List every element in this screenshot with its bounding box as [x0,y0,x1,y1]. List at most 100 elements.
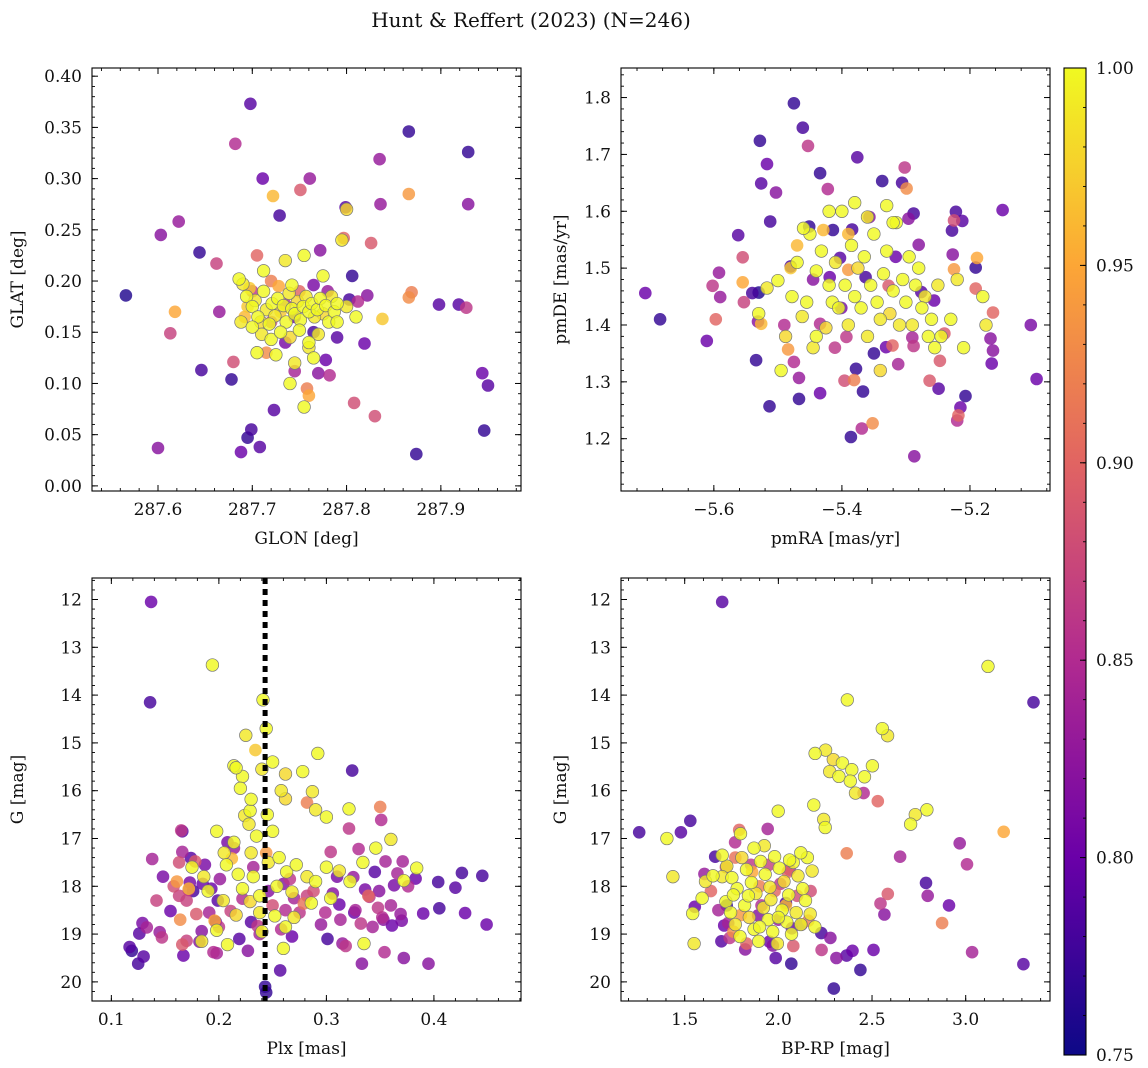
scatter-point [763,400,776,413]
scatter-point [229,761,243,775]
scatter-point [801,139,815,153]
scatter-point [374,813,388,827]
scatter-point [844,430,858,444]
scatter-point [921,889,934,903]
scatter-point [986,344,1000,357]
scatter-point [137,950,150,963]
scatter-point [311,746,325,761]
x-tick-label: −5.4 [821,500,862,520]
scatter-point [838,278,852,292]
scatter-point [787,939,800,953]
scatter-point [896,272,910,287]
colorbar-tick-label: 0.85 [1096,651,1134,671]
scatter-point [800,295,814,309]
scatter-point [774,363,788,378]
y-tick-label: 0.15 [44,323,82,343]
scatter-point [265,755,280,769]
scatter-point [921,329,935,344]
scatter-point [355,957,369,970]
y-tick-label: 19 [589,925,611,945]
scatter-point [886,284,900,298]
scatter-point [864,278,878,292]
scatter-point [666,870,680,884]
scatter-point [981,659,995,674]
scatter-point [265,824,280,838]
scatter-point [735,850,749,865]
scatter-point [794,846,808,860]
scatter-point [771,804,785,818]
x-tick-label: 0.1 [98,1010,125,1030]
panel-1: 287.6 287.7 287.8 287.9 0.00 0.05 0.10 0.15 0.20… [8,67,522,549]
scatter-point [347,396,361,410]
scatter-point [792,371,806,385]
scatter-point [818,820,832,835]
scatter-point [213,305,226,319]
scatter-point [781,343,795,356]
scatter-point [362,889,375,903]
scatter-point [803,907,817,921]
scatter-point [782,888,796,902]
scatter-point [739,862,754,877]
scatter-point [856,385,870,398]
scatter-point [915,301,929,315]
scatter-point [632,826,646,839]
y-tick-label: 0.05 [44,426,82,446]
scatter-point [273,325,288,339]
scatter-point [796,121,810,134]
scatter-point [155,931,169,944]
scatter-point [867,227,881,241]
scatter-point [195,934,209,948]
scatter-point [848,196,862,210]
scatter-point [283,376,297,391]
scatter-point [742,910,756,925]
y-tick-label: 15 [60,734,82,754]
scatter-point [232,272,246,286]
y-tick-label: 1.8 [584,89,611,109]
y-tick-label: 1.3 [584,373,611,393]
scatter-point [239,289,254,304]
scatter-point [866,417,879,430]
scatter-point [210,257,223,270]
scatter-point [402,291,416,304]
scatter-point [288,356,302,370]
axes-frame [620,577,1051,1002]
scatter-point [960,858,974,871]
scatter-point [931,278,945,292]
scatter-point [860,210,875,224]
scatter-point [342,802,356,816]
scatter-point [965,945,979,959]
scatter-point [182,882,196,895]
scatter-point [754,317,768,331]
scatter-point [736,276,749,289]
scatter-point [244,792,258,806]
scatter-point [874,897,887,910]
scatter-point [946,248,959,261]
scatter-point [342,822,356,835]
scatter-point [387,879,401,892]
scatter-point [950,272,964,287]
scatter-point [351,295,365,308]
scatter-point [840,847,853,860]
scatter-point [840,693,854,707]
scatter-point [712,266,726,280]
scatter-point [285,930,299,943]
scatter-point [180,894,193,907]
scatter-point [674,826,688,839]
scatter-point [976,289,990,304]
scatter-point [771,910,786,925]
scatter-point [376,312,389,326]
scatter-point [241,944,255,958]
scatter-point [285,885,299,899]
scatter-point [817,223,830,237]
scatter-point [832,301,846,315]
scatter-point [172,215,185,228]
x-tick-label: 0.4 [420,1010,447,1030]
scatter-point [934,329,948,344]
scatter-point [741,889,756,903]
scatter-point [848,289,862,304]
scatter-point [287,910,301,925]
scatter-point [244,846,258,860]
scatter-point [752,934,766,948]
scatter-point [266,189,280,203]
scatter-point [276,941,291,956]
